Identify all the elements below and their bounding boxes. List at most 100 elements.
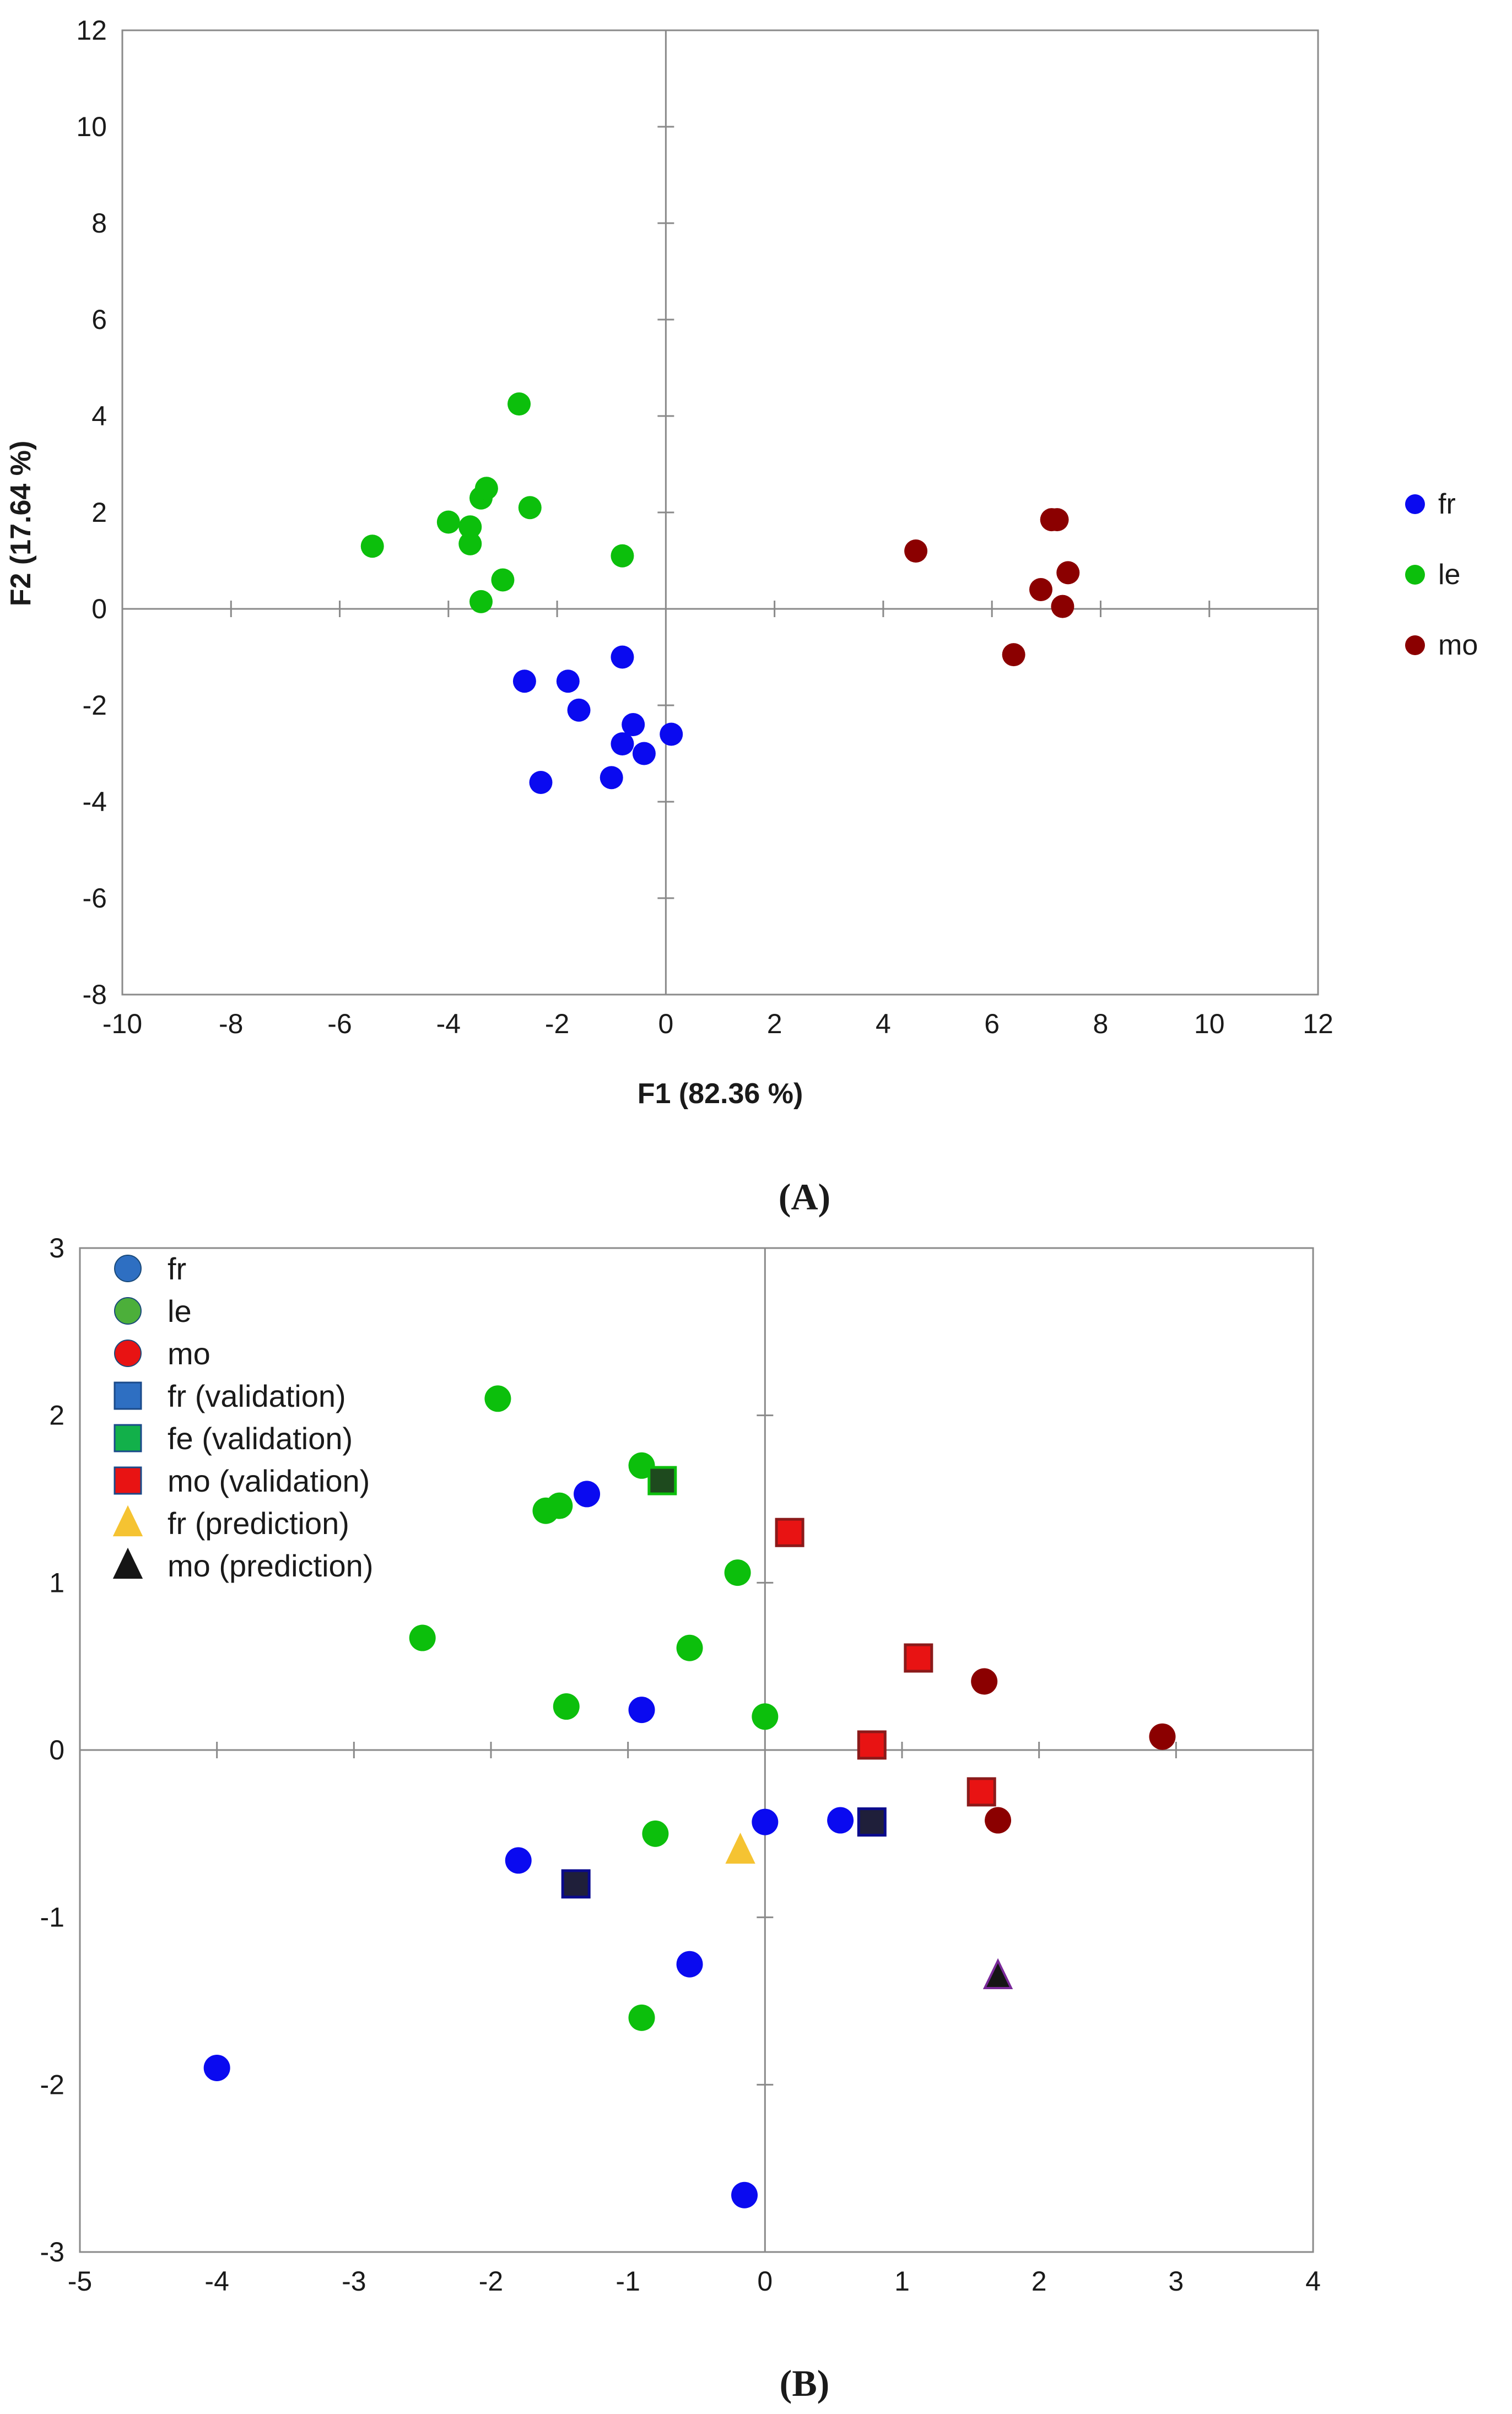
x-tick-label: -8 [219,1008,243,1039]
data-point-circle [574,1481,601,1508]
x-tick-label: 10 [1194,1008,1225,1039]
legend-label: le [168,1294,192,1328]
legend-label: fe (validation) [168,1421,353,1456]
data-point-circle [529,771,553,794]
y-tick-label: 0 [91,593,107,624]
legend-label: le [1438,559,1460,591]
x-tick-label: 1 [894,2266,910,2297]
legend-label: fr (prediction) [168,1506,349,1541]
legend-item: fe (validation) [114,1421,353,1456]
series-le [409,1385,779,2031]
legend-marker [114,1255,142,1282]
y-tick-label: -2 [40,2069,64,2100]
legend-item: mo (validation) [114,1463,370,1498]
data-point-circle [676,1634,703,1661]
x-tick-label: 4 [1305,2266,1321,2297]
data-point-circle [676,1951,703,1978]
data-point-circle [1056,561,1080,585]
series-fr [203,1481,854,2208]
data-point-circle [1149,1723,1176,1750]
legend-item: fr [1405,488,1456,520]
y-tick-label: 12 [76,15,107,46]
data-point-circle [632,742,656,765]
data-point-triangle [982,1958,1013,1990]
data-point-circle [971,1668,998,1695]
data-point-square [857,1807,887,1837]
data-point-circle [1029,578,1052,601]
panel-caption: (B) [780,2362,830,2404]
data-point-circle [724,1559,751,1586]
series-fr [512,645,683,794]
y-tick-label: -6 [83,883,107,914]
data-point-circle [628,2004,655,2031]
y-tick-label: -2 [83,690,107,721]
x-axis-title: F1 (82.36 %) [638,1078,803,1110]
data-point-circle [518,496,542,520]
legend-label: fr [1438,488,1456,520]
x-tick-label: -2 [479,2266,503,2297]
legend-item: fr [114,1251,186,1286]
series-le [360,392,634,613]
legend-label: mo [1438,629,1478,661]
data-point-circle [752,1703,779,1730]
legend-item: mo [114,1336,210,1371]
x-tick-label: 12 [1303,1008,1333,1039]
data-point-circle [567,698,591,722]
data-point-circle [628,1697,655,1724]
data-point-circle [484,1385,511,1412]
data-point-circle [505,1847,532,1874]
legend-item: mo [1405,629,1478,661]
data-point-circle [611,645,634,669]
y-tick-label: 0 [49,1735,64,1765]
data-point-circle [611,732,634,755]
data-point-circle [1002,643,1025,667]
x-tick-label: -5 [68,2266,92,2297]
data-point-circle [409,1624,436,1651]
data-point-circle [752,1808,779,1835]
data-point-square [775,1517,804,1547]
chart-panel-a: -10 -8 -6 -4 -2 0 2 4 6 8 10 12-8-6-4-2024681012F1 … [5,15,1478,1218]
series-fr-validation [561,1807,887,1899]
legend-marker [114,1466,142,1495]
legend-label: fr (validation) [168,1379,346,1413]
data-point-circle [458,532,482,555]
y-tick-label: -4 [83,786,107,817]
legend-marker [1405,494,1425,514]
data-point-circle [611,544,634,568]
legend-label: mo (validation) [168,1463,370,1498]
y-tick-label: -8 [83,979,107,1010]
x-tick-label: -1 [615,2266,640,2297]
legend-item: fr (validation) [114,1379,346,1413]
y-tick-label: 8 [91,208,107,239]
data-point-square [966,1777,996,1807]
y-tick-label: 10 [76,111,107,142]
y-tick-label: 2 [91,497,107,528]
data-point-square [647,1466,677,1495]
y-tick-label: 6 [91,304,107,335]
legend-item: le [1405,559,1460,591]
data-point-circle [436,510,460,534]
series-fe-validation [647,1466,677,1495]
data-point-circle [827,1807,854,1834]
legend-item: fr (prediction) [112,1505,349,1541]
data-point-square [857,1730,887,1760]
legend-marker [1405,565,1425,585]
y-tick-label: 4 [91,401,107,431]
data-point-circle [474,477,498,500]
plot-area [121,29,1319,996]
data-point-square [904,1643,933,1673]
series-mo-prediction [982,1958,1013,1990]
y-tick-label: 2 [49,1400,64,1431]
y-axis-title: F2 (17.64 %) [5,441,37,607]
data-point-square [561,1869,591,1899]
x-tick-label: -10 [102,1008,142,1039]
data-point-circle [660,722,683,746]
series-mo [904,508,1080,667]
y-tick-label: 1 [49,1567,64,1598]
x-tick-label: -4 [204,2266,229,2297]
legend-marker [114,1381,142,1410]
data-point-circle [458,515,482,539]
x-tick-label: -4 [436,1008,461,1039]
y-tick-label: 3 [49,1233,64,1263]
